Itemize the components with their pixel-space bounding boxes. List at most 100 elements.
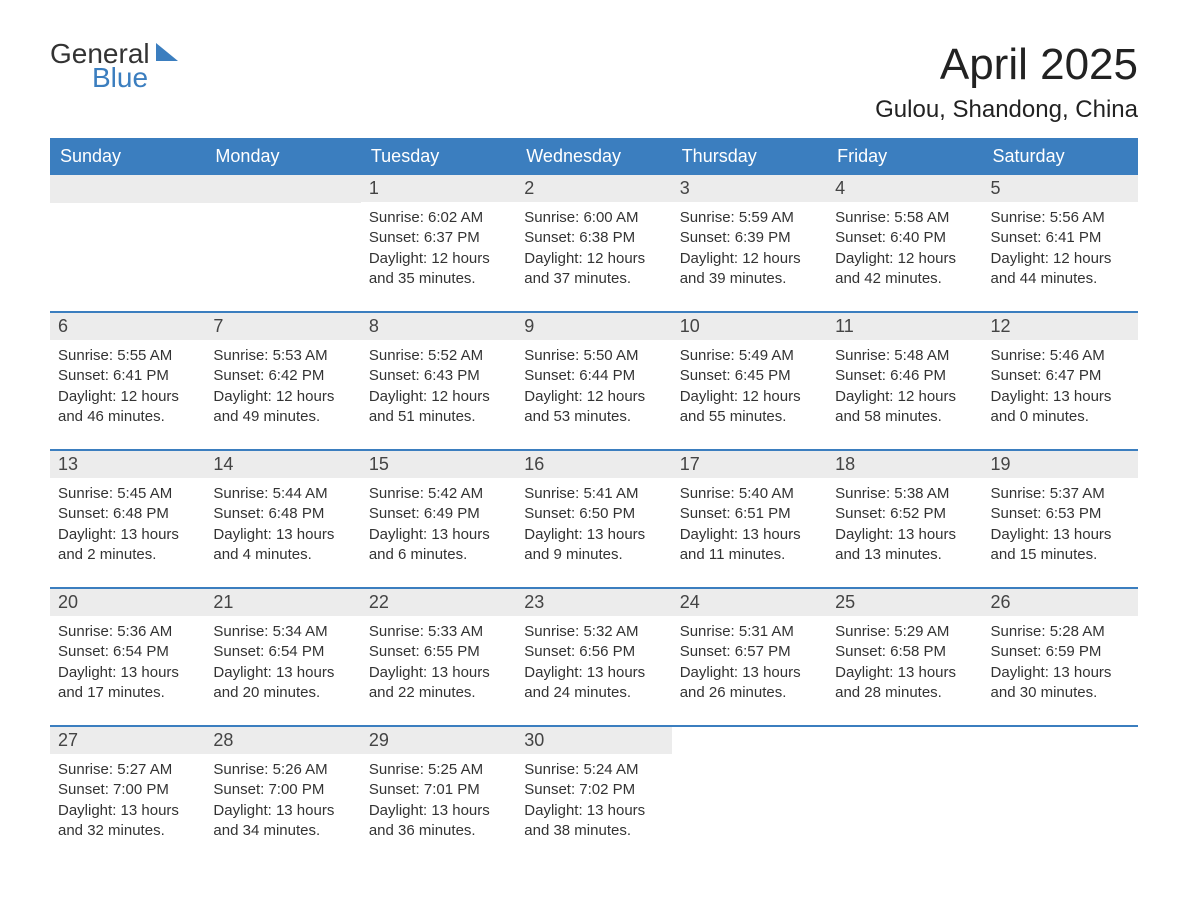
day-content: Sunrise: 5:56 AMSunset: 6:41 PMDaylight:… bbox=[983, 202, 1138, 293]
sunrise-text: Sunrise: 5:49 AM bbox=[680, 346, 819, 366]
day-number: 25 bbox=[827, 589, 982, 616]
daylight-line2: and 11 minutes. bbox=[680, 545, 819, 565]
day-content: Sunrise: 6:02 AMSunset: 6:37 PMDaylight:… bbox=[361, 202, 516, 293]
daylight-line2: and 15 minutes. bbox=[991, 545, 1130, 565]
day-cell: 19Sunrise: 5:37 AMSunset: 6:53 PMDayligh… bbox=[983, 451, 1138, 569]
sunset-text: Sunset: 6:41 PM bbox=[991, 228, 1130, 248]
day-content: Sunrise: 5:24 AMSunset: 7:02 PMDaylight:… bbox=[516, 754, 671, 845]
sunrise-text: Sunrise: 5:34 AM bbox=[213, 622, 352, 642]
sunset-text: Sunset: 6:40 PM bbox=[835, 228, 974, 248]
sunrise-text: Sunrise: 5:28 AM bbox=[991, 622, 1130, 642]
daylight-line2: and 13 minutes. bbox=[835, 545, 974, 565]
day-cell: 22Sunrise: 5:33 AMSunset: 6:55 PMDayligh… bbox=[361, 589, 516, 707]
sunrise-text: Sunrise: 5:56 AM bbox=[991, 208, 1130, 228]
day-cell: 16Sunrise: 5:41 AMSunset: 6:50 PMDayligh… bbox=[516, 451, 671, 569]
daylight-line2: and 20 minutes. bbox=[213, 683, 352, 703]
day-number: 24 bbox=[672, 589, 827, 616]
day-cell: 13Sunrise: 5:45 AMSunset: 6:48 PMDayligh… bbox=[50, 451, 205, 569]
daylight-line1: Daylight: 13 hours bbox=[680, 525, 819, 545]
day-cell: 27Sunrise: 5:27 AMSunset: 7:00 PMDayligh… bbox=[50, 727, 205, 845]
daylight-line2: and 24 minutes. bbox=[524, 683, 663, 703]
sunrise-text: Sunrise: 5:59 AM bbox=[680, 208, 819, 228]
week-row: 20Sunrise: 5:36 AMSunset: 6:54 PMDayligh… bbox=[50, 587, 1138, 707]
daylight-line1: Daylight: 13 hours bbox=[213, 525, 352, 545]
daylight-line2: and 9 minutes. bbox=[524, 545, 663, 565]
daylight-line1: Daylight: 13 hours bbox=[369, 525, 508, 545]
sunrise-text: Sunrise: 5:53 AM bbox=[213, 346, 352, 366]
daylight-line2: and 6 minutes. bbox=[369, 545, 508, 565]
week-row: 13Sunrise: 5:45 AMSunset: 6:48 PMDayligh… bbox=[50, 449, 1138, 569]
day-number: 17 bbox=[672, 451, 827, 478]
sunrise-text: Sunrise: 5:25 AM bbox=[369, 760, 508, 780]
week-row: 6Sunrise: 5:55 AMSunset: 6:41 PMDaylight… bbox=[50, 311, 1138, 431]
daylight-line2: and 34 minutes. bbox=[213, 821, 352, 841]
daylight-line1: Daylight: 13 hours bbox=[991, 387, 1130, 407]
day-content: Sunrise: 5:55 AMSunset: 6:41 PMDaylight:… bbox=[50, 340, 205, 431]
sunset-text: Sunset: 6:51 PM bbox=[680, 504, 819, 524]
sunset-text: Sunset: 6:52 PM bbox=[835, 504, 974, 524]
daylight-line2: and 30 minutes. bbox=[991, 683, 1130, 703]
day-number: 29 bbox=[361, 727, 516, 754]
sunrise-text: Sunrise: 6:00 AM bbox=[524, 208, 663, 228]
day-content: Sunrise: 5:33 AMSunset: 6:55 PMDaylight:… bbox=[361, 616, 516, 707]
sunset-text: Sunset: 6:46 PM bbox=[835, 366, 974, 386]
day-number: 14 bbox=[205, 451, 360, 478]
sunset-text: Sunset: 6:39 PM bbox=[680, 228, 819, 248]
daylight-line1: Daylight: 12 hours bbox=[369, 249, 508, 269]
daylight-line1: Daylight: 13 hours bbox=[58, 801, 197, 821]
day-number: 22 bbox=[361, 589, 516, 616]
day-content: Sunrise: 5:34 AMSunset: 6:54 PMDaylight:… bbox=[205, 616, 360, 707]
daylight-line2: and 51 minutes. bbox=[369, 407, 508, 427]
sunset-text: Sunset: 7:01 PM bbox=[369, 780, 508, 800]
day-number bbox=[983, 727, 1138, 755]
day-number: 30 bbox=[516, 727, 671, 754]
day-number: 19 bbox=[983, 451, 1138, 478]
week-row: 27Sunrise: 5:27 AMSunset: 7:00 PMDayligh… bbox=[50, 725, 1138, 845]
day-content: Sunrise: 5:37 AMSunset: 6:53 PMDaylight:… bbox=[983, 478, 1138, 569]
daylight-line1: Daylight: 12 hours bbox=[524, 249, 663, 269]
day-content: Sunrise: 5:32 AMSunset: 6:56 PMDaylight:… bbox=[516, 616, 671, 707]
day-number: 20 bbox=[50, 589, 205, 616]
sunrise-text: Sunrise: 5:32 AM bbox=[524, 622, 663, 642]
day-number: 27 bbox=[50, 727, 205, 754]
daylight-line1: Daylight: 12 hours bbox=[680, 249, 819, 269]
weekday-header-cell: Saturday bbox=[983, 138, 1138, 175]
day-number: 5 bbox=[983, 175, 1138, 202]
day-content: Sunrise: 6:00 AMSunset: 6:38 PMDaylight:… bbox=[516, 202, 671, 293]
day-content: Sunrise: 5:52 AMSunset: 6:43 PMDaylight:… bbox=[361, 340, 516, 431]
daylight-line1: Daylight: 13 hours bbox=[835, 525, 974, 545]
daylight-line2: and 38 minutes. bbox=[524, 821, 663, 841]
day-cell: 30Sunrise: 5:24 AMSunset: 7:02 PMDayligh… bbox=[516, 727, 671, 845]
sunset-text: Sunset: 6:47 PM bbox=[991, 366, 1130, 386]
daylight-line2: and 17 minutes. bbox=[58, 683, 197, 703]
day-content: Sunrise: 5:58 AMSunset: 6:40 PMDaylight:… bbox=[827, 202, 982, 293]
daylight-line1: Daylight: 12 hours bbox=[991, 249, 1130, 269]
week-row: 1Sunrise: 6:02 AMSunset: 6:37 PMDaylight… bbox=[50, 175, 1138, 293]
daylight-line2: and 49 minutes. bbox=[213, 407, 352, 427]
daylight-line1: Daylight: 12 hours bbox=[835, 249, 974, 269]
sunset-text: Sunset: 6:59 PM bbox=[991, 642, 1130, 662]
day-cell: 2Sunrise: 6:00 AMSunset: 6:38 PMDaylight… bbox=[516, 175, 671, 293]
day-cell: 29Sunrise: 5:25 AMSunset: 7:01 PMDayligh… bbox=[361, 727, 516, 845]
day-content: Sunrise: 5:38 AMSunset: 6:52 PMDaylight:… bbox=[827, 478, 982, 569]
sunset-text: Sunset: 6:58 PM bbox=[835, 642, 974, 662]
daylight-line2: and 53 minutes. bbox=[524, 407, 663, 427]
day-content: Sunrise: 5:49 AMSunset: 6:45 PMDaylight:… bbox=[672, 340, 827, 431]
weeks-container: 1Sunrise: 6:02 AMSunset: 6:37 PMDaylight… bbox=[50, 175, 1138, 845]
sunrise-text: Sunrise: 5:33 AM bbox=[369, 622, 508, 642]
location-text: Gulou, Shandong, China bbox=[875, 96, 1138, 124]
sunrise-text: Sunrise: 5:36 AM bbox=[58, 622, 197, 642]
sunrise-text: Sunrise: 5:37 AM bbox=[991, 484, 1130, 504]
weekday-header-cell: Thursday bbox=[672, 138, 827, 175]
day-number: 28 bbox=[205, 727, 360, 754]
day-cell: 18Sunrise: 5:38 AMSunset: 6:52 PMDayligh… bbox=[827, 451, 982, 569]
sunset-text: Sunset: 6:50 PM bbox=[524, 504, 663, 524]
month-title: April 2025 bbox=[875, 40, 1138, 90]
sunset-text: Sunset: 6:43 PM bbox=[369, 366, 508, 386]
weekday-header-cell: Friday bbox=[827, 138, 982, 175]
daylight-line2: and 32 minutes. bbox=[58, 821, 197, 841]
day-number bbox=[672, 727, 827, 755]
sunrise-text: Sunrise: 5:46 AM bbox=[991, 346, 1130, 366]
sunset-text: Sunset: 6:49 PM bbox=[369, 504, 508, 524]
day-cell: 5Sunrise: 5:56 AMSunset: 6:41 PMDaylight… bbox=[983, 175, 1138, 293]
